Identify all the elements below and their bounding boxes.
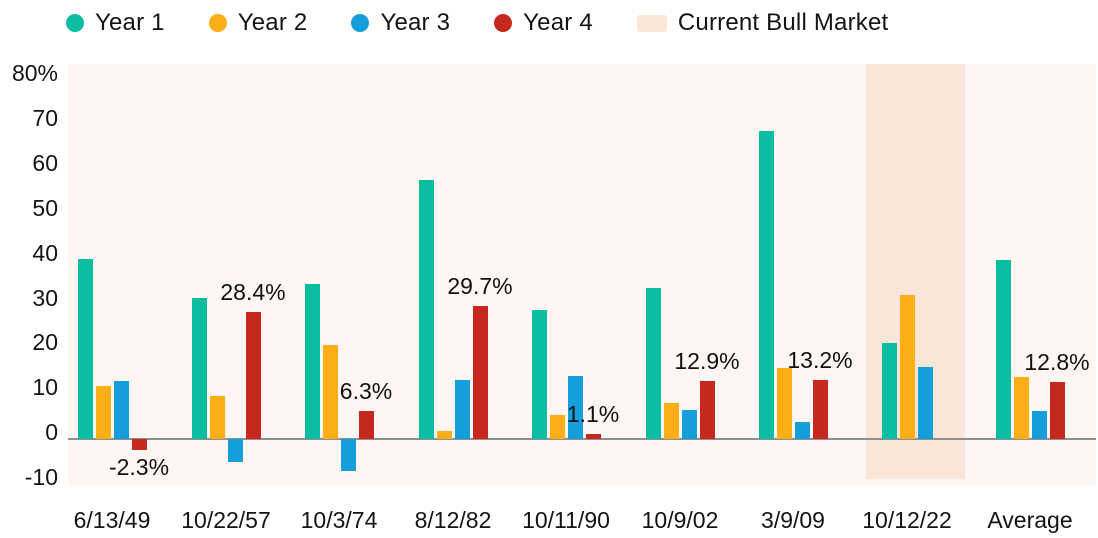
y-axis-tick-label: 50 [32,194,58,221]
x-axis-label-3-9-09: 3/9/09 [761,507,825,533]
bar-value-label-8-12-82: 29.7% [447,272,513,299]
bar-year-2-6-13-49 [95,385,111,440]
bar-year-3-6-13-49 [113,380,129,440]
bar-year-3-10-11-90 [567,375,583,440]
x-axis-label-6-13-49: 6/13/49 [73,507,151,533]
y-axis-tick-label: 10 [32,374,58,401]
bar-year-4-average [1049,381,1065,440]
bar-year-1-10-12-22 [881,343,897,440]
y-axis-tick-label: 40 [32,239,58,266]
bar-year-2-10-3-74 [322,344,338,440]
bar-year-4-10-11-90 [585,434,601,440]
y-axis-tick-label: 30 [32,284,58,311]
y-axis-tick-label: 20 [32,329,58,356]
legend-dot-icon [66,14,84,32]
bar-year-1-average [995,259,1011,440]
bar-year-2-3-9-09 [776,368,792,440]
bar-year-4-8-12-82 [472,305,488,440]
legend-item-year-3: Year 3 [351,9,450,37]
legend-item-current-bull-market: Current Bull Market [636,9,889,37]
bar-year-2-10-9-02 [663,403,679,440]
bar-year-2-10-12-22 [899,295,915,440]
legend-dot-icon [494,14,513,32]
bar-year-3-average [1031,411,1047,440]
bar-year-2-10-11-90 [549,414,565,440]
bar-year-2-8-12-82 [436,431,452,440]
bar-year-4-10-9-02 [699,381,715,440]
bar-year-1-6-13-49 [77,259,93,440]
bar-value-label-10-11-90: 1.1% [566,401,620,428]
chart-legend: Year 1 Year 2 Year 3 Year 4 Current Bull Mar… [66,6,888,40]
bar-year-4-10-22-57 [245,311,261,440]
x-axis-label-10-9-02: 10/9/02 [641,507,719,533]
y-axis-tick-label: 0 [45,419,58,446]
legend-item-year-2: Year 2 [208,9,308,37]
bar-year-3-10-3-74 [340,439,356,471]
bar-year-3-10-9-02 [681,410,697,440]
bar-value-label-10-22-57: 28.4% [220,278,286,305]
bar-value-label-10-9-02: 12.9% [674,348,740,375]
x-axis-label-8-12-82: 8/12/82 [414,507,492,533]
zero-axis-line [68,438,1096,441]
x-axis-label-10-12-22: 10/12/22 [862,507,952,533]
bar-value-label-6-13-49: -2.3% [108,453,170,480]
bar-year-3-10-12-22 [917,367,933,440]
bar-year-1-8-12-82 [418,180,434,440]
x-axis-label-10-3-74: 10/3/74 [300,507,378,533]
bar-year-4-10-3-74 [358,411,374,440]
bar-year-3-8-12-82 [454,380,470,440]
bar-year-2-10-22-57 [209,396,225,440]
bar-year-1-3-9-09 [758,131,774,440]
bar-year-3-3-9-09 [794,421,810,440]
y-axis-tick-label: 70 [32,104,58,131]
legend-dot-icon [208,14,227,32]
legend-item-year-4: Year 4 [494,9,593,37]
bar-year-3-10-22-57 [227,439,243,463]
legend-label: Year 4 [523,9,593,36]
bar-year-4-6-13-49 [131,439,147,450]
legend-label: Year 3 [380,9,451,36]
x-axis-label-10-11-90: 10/11/90 [522,507,610,533]
legend-dot-icon [351,14,370,32]
bar-year-1-10-3-74 [304,284,320,440]
bar-value-label-average: 12.8% [1024,348,1090,375]
y-axis-tick-label: -10 [24,464,58,491]
y-axis-tick-label: 60 [32,149,58,176]
bar-value-label-10-3-74: 6.3% [339,378,393,404]
bar-value-label-3-9-09: 13.2% [787,347,853,373]
bar-year-1-10-11-90 [531,310,547,440]
x-axis-label-average: Average [987,507,1073,533]
bar-year-1-10-22-57 [191,298,207,440]
bar-year-1-10-9-02 [645,287,661,440]
legend-swatch-icon [636,14,667,32]
legend-label: Year 1 [95,9,165,36]
legend-label: Year 2 [237,9,308,36]
y-axis-tick-label: 80% [11,59,58,86]
legend-item-year-1: Year 1 [66,9,165,37]
bar-year-2-average [1013,376,1029,440]
x-axis-label-10-22-57: 10/22/57 [181,507,271,533]
bar-year-4-3-9-09 [812,380,828,440]
legend-label: Current Bull Market [677,9,889,36]
